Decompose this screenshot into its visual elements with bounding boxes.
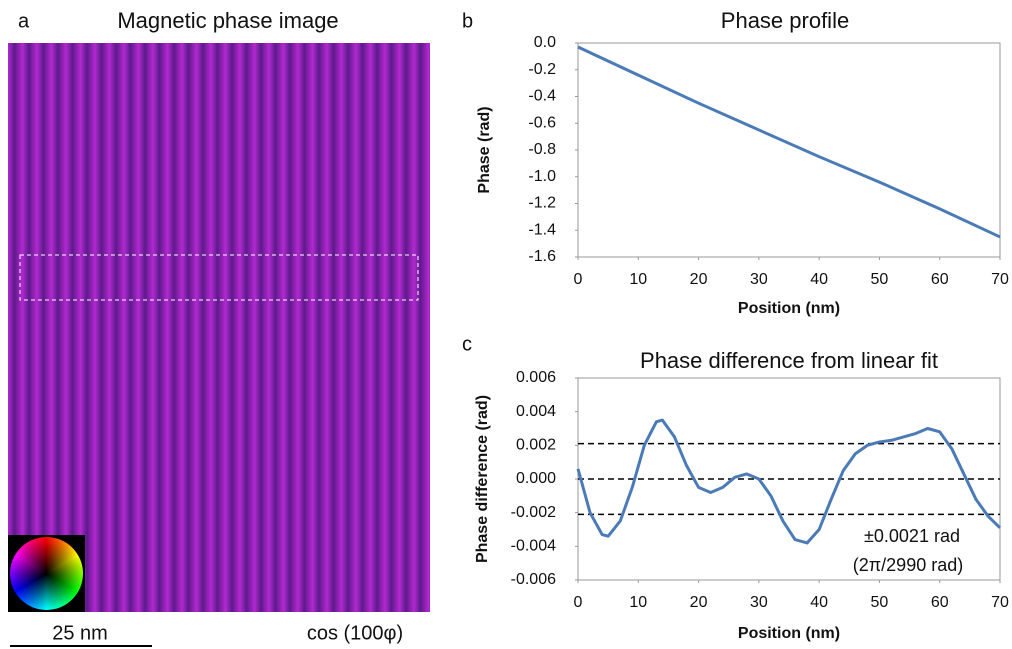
y-tick-label: -0.006	[511, 571, 556, 588]
scale-bar-label: 25 nm	[52, 622, 108, 644]
panel-label: a	[18, 10, 30, 32]
color-wheel	[8, 535, 85, 612]
y-tick-label: -1.0	[528, 168, 556, 185]
y-axis-label: Phase difference (rad)	[474, 395, 491, 563]
x-tick-label: 10	[629, 271, 647, 288]
y-tick-label: 0.0	[534, 34, 556, 51]
x-tick-label: 60	[931, 594, 949, 611]
x-axis-label: Position (nm)	[738, 625, 840, 642]
y-axis-label: Phase (rad)	[476, 106, 493, 193]
x-tick-label: 50	[871, 594, 889, 611]
y-tick-label: -0.6	[528, 114, 556, 131]
x-tick-label: 40	[810, 594, 828, 611]
annotation: (2π/2990 rad)	[853, 555, 963, 575]
y-tick-label: -0.4	[528, 88, 556, 105]
y-tick-label: -0.8	[528, 141, 556, 158]
image-caption: cos (100φ)	[307, 622, 403, 644]
x-tick-label: 0	[574, 594, 583, 611]
x-tick-label: 20	[690, 271, 708, 288]
y-tick-label: -0.004	[511, 538, 556, 555]
color-wheel-disc	[10, 537, 83, 610]
x-tick-label: 0	[574, 271, 583, 288]
y-tick-label: -0.002	[511, 504, 556, 521]
x-tick-label: 60	[931, 271, 949, 288]
image-title: Magnetic phase image	[117, 8, 338, 33]
y-tick-label: -1.6	[528, 248, 556, 265]
annotation: ±0.0021 rad	[864, 526, 960, 546]
y-tick-label: 0.000	[516, 470, 556, 487]
x-tick-label: 70	[991, 271, 1009, 288]
panel-label: c	[462, 333, 472, 355]
y-tick-label: 0.004	[516, 403, 556, 420]
phase-image	[8, 43, 430, 612]
x-tick-label: 50	[871, 271, 889, 288]
y-tick-label: -1.2	[528, 195, 556, 212]
data-line	[576, 418, 1002, 545]
x-tick-label: 40	[810, 271, 828, 288]
y-tick-label: -0.2	[528, 61, 556, 78]
y-tick-label: 0.006	[516, 369, 556, 386]
x-tick-label: 10	[629, 594, 647, 611]
chart-title: Phase difference from linear fit	[640, 348, 938, 373]
chart-title: Phase profile	[721, 8, 849, 33]
data-line	[577, 45, 1001, 239]
x-tick-label: 70	[991, 594, 1009, 611]
x-axis-label: Position (nm)	[738, 300, 840, 317]
selection-box	[19, 254, 419, 301]
y-tick-label: -1.4	[528, 221, 556, 238]
y-tick-label: 0.002	[516, 437, 556, 454]
x-tick-label: 30	[750, 271, 768, 288]
x-tick-label: 30	[750, 594, 768, 611]
x-tick-label: 20	[690, 594, 708, 611]
panel-label: b	[462, 10, 473, 32]
